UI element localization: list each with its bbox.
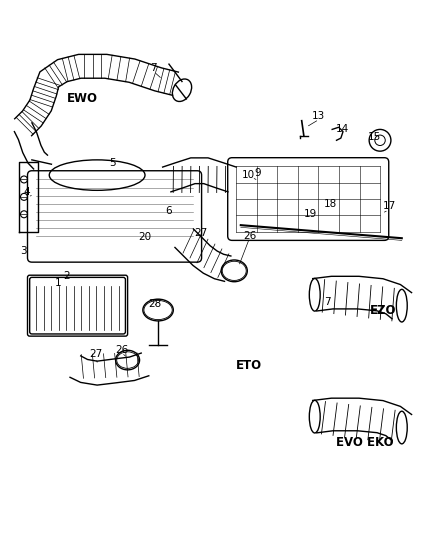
Text: 27: 27	[90, 350, 103, 359]
Text: 26: 26	[244, 231, 257, 241]
Text: 14: 14	[336, 124, 349, 134]
Text: EZO: EZO	[370, 304, 397, 317]
Text: EVO EKO: EVO EKO	[336, 437, 394, 449]
Text: 5: 5	[109, 158, 116, 168]
Text: 20: 20	[138, 232, 152, 242]
Text: 4: 4	[23, 187, 30, 197]
Text: 2: 2	[64, 271, 70, 281]
Text: 3: 3	[20, 246, 26, 256]
Text: 13: 13	[311, 111, 325, 122]
Text: 18: 18	[324, 199, 337, 209]
Text: EWO: EWO	[67, 92, 97, 106]
Text: 7: 7	[324, 297, 330, 307]
Text: 7: 7	[150, 63, 157, 74]
Text: ETO: ETO	[236, 359, 261, 372]
Text: 27: 27	[194, 228, 207, 238]
Text: 9: 9	[254, 168, 261, 178]
Text: 17: 17	[383, 201, 396, 212]
Text: 19: 19	[304, 209, 317, 219]
Text: 28: 28	[148, 300, 161, 309]
Text: 1: 1	[55, 278, 61, 288]
Text: 26: 26	[115, 345, 129, 355]
Text: 10: 10	[242, 170, 255, 180]
Text: 6: 6	[166, 206, 172, 216]
Text: 15: 15	[368, 132, 381, 142]
